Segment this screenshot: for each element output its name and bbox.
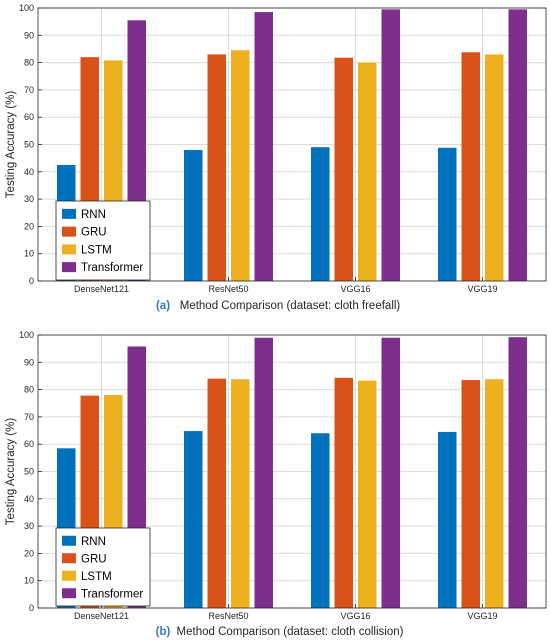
panel-label: (a): [156, 300, 170, 312]
bar-gru-vgg19: [461, 380, 480, 608]
bar-lstm-resnet50: [231, 379, 250, 608]
legend-label: LSTM: [81, 571, 112, 583]
bar-lstm-vgg16: [358, 380, 377, 608]
y-axis-label: Testing Accuracy (%): [5, 91, 17, 199]
y-tick-label: 70: [24, 85, 34, 95]
legend-swatch: [62, 535, 76, 546]
legend-swatch: [62, 588, 76, 599]
y-tick-label: 30: [24, 521, 34, 531]
bar-lstm-vgg19: [485, 54, 504, 281]
legend-label: GRU: [81, 227, 107, 239]
legend-swatch: [62, 553, 76, 564]
y-tick-label: 10: [24, 249, 34, 259]
legend-swatch: [62, 208, 76, 219]
legend-swatch: [62, 226, 76, 237]
bar-gru-resnet50: [207, 378, 226, 608]
x-tick-label: VGG16: [340, 611, 370, 621]
bar-transformer-vgg16: [381, 337, 400, 608]
bar-gru-resnet50: [207, 54, 226, 281]
legend-swatch: [62, 244, 76, 255]
bar-transformer-resnet50: [254, 12, 273, 281]
x-tick-label: VGG16: [340, 284, 370, 294]
y-axis-label: Testing Accuracy (%): [5, 418, 17, 526]
x-tick-label: DenseNet121: [74, 284, 129, 294]
bar-rnn-vgg19: [438, 147, 457, 281]
bar-lstm-vgg16: [358, 62, 377, 281]
legend-label: RNN: [81, 209, 106, 221]
bar-rnn-vgg16: [311, 147, 330, 281]
bar-lstm-resnet50: [231, 50, 250, 281]
legend-swatch: [62, 262, 76, 273]
legend-label: RNN: [81, 536, 106, 548]
plot-frame: [37, 7, 547, 282]
chart-panel-a: 0 10 20 30 40 50 60 70 80 90 100 DenseNet121 ResNet5…: [5, 3, 547, 312]
y-tick-label: 40: [24, 494, 34, 504]
y-tick-label: 70: [24, 412, 34, 422]
y-tick-label: 60: [24, 112, 34, 122]
y-tick-label: 20: [24, 548, 34, 558]
bar-transformer-resnet50: [254, 337, 273, 608]
y-tick-label: 0: [29, 276, 34, 286]
legend-label: GRU: [81, 553, 107, 565]
y-tick-label: 20: [24, 221, 34, 231]
y-tick-label: 30: [24, 194, 34, 204]
y-tick-label: 90: [24, 357, 34, 367]
x-tick-label: ResNet50: [208, 611, 248, 621]
bar-gru-vgg19: [461, 52, 480, 282]
bar-gru-vgg16: [334, 377, 353, 608]
legend: RNN GRU LSTM Transformer: [55, 200, 151, 281]
y-tick-label: 100: [19, 3, 34, 13]
bar-lstm-vgg19: [485, 379, 504, 608]
y-tick-label: 10: [24, 576, 34, 586]
y-tick-label: 50: [24, 140, 34, 150]
y-tick-label: 0: [29, 603, 34, 613]
panel-caption: Method Comparison (dataset: cloth freefa…: [180, 300, 401, 312]
bar-rnn-vgg19: [438, 431, 457, 608]
legend: RNN GRU LSTM Transformer: [55, 527, 151, 607]
x-tick-label: ResNet50: [208, 284, 248, 294]
bar-rnn-vgg16: [311, 433, 330, 608]
y-tick-label: 100: [19, 330, 34, 340]
x-tick-label: VGG19: [467, 611, 497, 621]
legend-label: LSTM: [81, 244, 112, 256]
y-tick-label: 80: [24, 58, 34, 68]
bar-gru-vgg16: [334, 57, 353, 281]
plot-frame: [37, 334, 547, 609]
bar-rnn-resnet50: [184, 149, 203, 281]
bar-transformer-vgg19: [508, 9, 527, 282]
y-tick-label: 60: [24, 439, 34, 449]
y-tick-label: 90: [24, 30, 34, 40]
bar-transformer-vgg19: [508, 337, 527, 608]
x-tick-label: DenseNet121: [74, 611, 129, 621]
legend-swatch: [62, 570, 76, 581]
y-tick-label: 80: [24, 385, 34, 395]
bar-transformer-vgg16: [381, 9, 400, 282]
legend-label: Transformer: [81, 588, 143, 600]
y-tick-label: 50: [24, 467, 34, 477]
legend-label: Transformer: [81, 262, 143, 274]
panel-caption: Method Comparison (dataset: cloth collis…: [177, 626, 404, 638]
x-tick-label: VGG19: [467, 284, 497, 294]
y-tick-label: 40: [24, 167, 34, 177]
chart-panel-b: 0 10 20 30 40 50 60 70 80 90 100 DenseNet121 ResNet5…: [5, 330, 547, 638]
bar-rnn-resnet50: [184, 431, 203, 608]
panel-label: (b): [156, 626, 171, 638]
